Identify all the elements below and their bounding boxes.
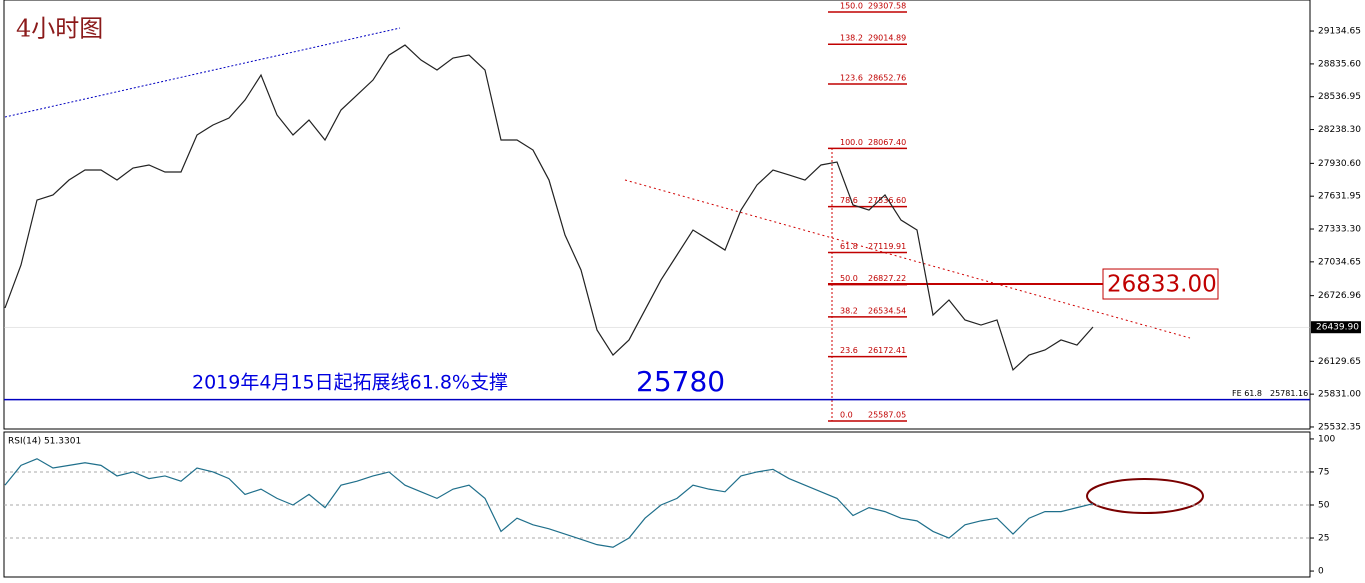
fe-value: 25781.16: [1270, 389, 1308, 398]
y-tick-label: 27333.30: [1318, 225, 1361, 235]
y-tick-label: 28536.95: [1318, 92, 1361, 102]
chart-title: 4小时图: [16, 15, 103, 43]
y-tick-label: 27930.60: [1318, 159, 1361, 169]
rsi-title: RSI(14) 51.3301: [8, 437, 81, 447]
y-tick-label: 26726.96: [1318, 291, 1361, 301]
y-tick-label: 26129.65: [1318, 357, 1361, 367]
fib-level: 138.2: [840, 34, 863, 43]
fib-level: 38.2: [840, 306, 858, 315]
fib-level: 61.8: [840, 242, 858, 251]
y-tick-label: 29134.65: [1318, 27, 1361, 37]
fib-price: 27119.91: [868, 242, 906, 251]
fe-name: FE 61.8: [1232, 389, 1262, 398]
fib-price: 28067.40: [868, 138, 906, 147]
y-tick-label: 27631.95: [1318, 192, 1361, 202]
price-panel: [3, 0, 1311, 430]
fib-price: 27536.60: [868, 196, 906, 205]
fib-level: 50.0: [840, 274, 858, 283]
price-box: [1311, 321, 1361, 334]
y-tick-label: 50: [1318, 501, 1330, 511]
fib-level: 100.0: [840, 138, 863, 147]
label-box: [1102, 268, 1219, 300]
fib-price: 28652.76: [868, 73, 906, 82]
y-tick-label: 100: [1318, 434, 1335, 444]
series-line: [4, 458, 1094, 548]
fib-price: 29307.58: [868, 2, 906, 11]
highlight-ellipse: [1086, 478, 1204, 514]
annotation: 2019年4月15日起拓展线61.8%支撑: [192, 372, 508, 394]
series-line: [4, 44, 1094, 372]
trend-line: [4, 27, 401, 118]
current-price-label: 26439.90: [1316, 323, 1359, 333]
y-tick-label: 75: [1318, 467, 1329, 477]
fib-price: 25587.05: [868, 410, 906, 419]
resistance-label: 26833.00: [1107, 272, 1217, 298]
fib-level: 0.0: [840, 410, 853, 419]
y-tick-label: 25: [1318, 534, 1329, 544]
y-tick-label: 27034.65: [1318, 257, 1361, 267]
fib-level: 123.6: [840, 73, 863, 82]
fib-price: 26534.54: [868, 306, 906, 315]
y-tick-label: 28238.30: [1318, 125, 1361, 135]
fib-level: 78.6: [840, 196, 858, 205]
y-tick-label: 25831.00: [1318, 390, 1361, 400]
fib-price: 26172.41: [868, 346, 906, 355]
fib-level: 150.0: [840, 2, 863, 11]
y-tick-label: 25532.35: [1318, 422, 1361, 432]
y-tick-label: 28835.60: [1318, 59, 1361, 69]
fib-price: 29014.89: [868, 34, 906, 43]
fib-level: 23.6: [840, 346, 858, 355]
y-tick-label: 0: [1318, 567, 1324, 577]
fib-price: 26827.22: [868, 274, 906, 283]
annotation: 25780: [636, 365, 725, 398]
